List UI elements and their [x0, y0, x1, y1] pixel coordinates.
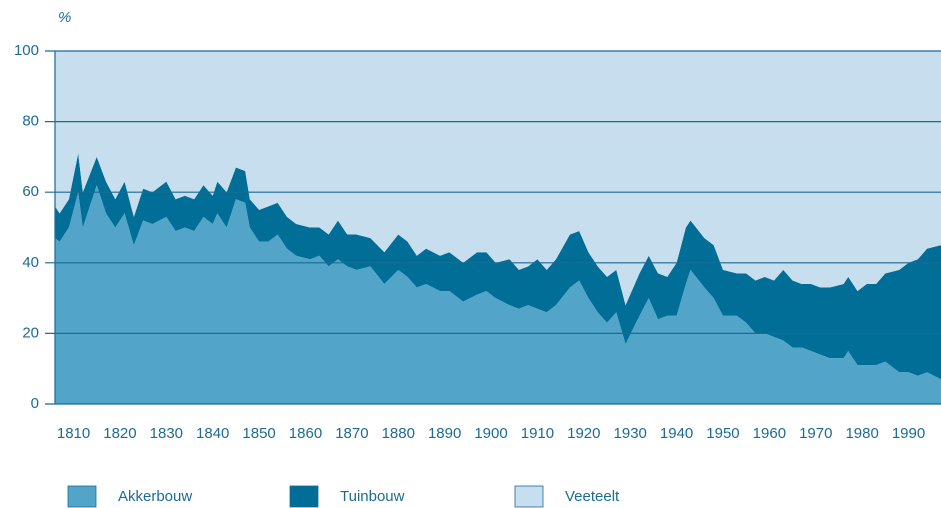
area: [55, 185, 941, 404]
y-tick-label: 20: [22, 324, 39, 341]
legend-swatch: [67, 485, 97, 508]
x-tick-label: 1940: [660, 425, 693, 442]
x-tick-label: 1920: [567, 425, 600, 442]
x-tick-label: 1960: [753, 425, 786, 442]
legend-label: Veeteelt: [565, 488, 620, 505]
x-tick-label: 1820: [103, 425, 136, 442]
x-tick-label: 1890: [428, 425, 461, 442]
y-tick-label: 80: [22, 113, 39, 130]
x-tick-label: 1950: [706, 425, 739, 442]
x-tick-label: 1900: [474, 425, 507, 442]
legend-swatch: [514, 485, 544, 508]
legend-label: Akkerbouw: [118, 488, 192, 505]
x-tick-label: 1930: [614, 425, 647, 442]
x-tick-label: 1970: [799, 425, 832, 442]
x-tick-label: 1810: [57, 425, 90, 442]
x-tick-label: 1850: [242, 425, 275, 442]
y-tick-label: 100: [14, 42, 39, 59]
x-tick-label: 1840: [196, 425, 229, 442]
legend-label: Tuinbouw: [340, 488, 405, 505]
x-tick-label: 1910: [521, 425, 554, 442]
y-axis-label: %: [58, 9, 71, 26]
y-tick-label: 0: [31, 395, 39, 412]
x-tick-label: 1980: [845, 425, 878, 442]
y-tick-label: 60: [22, 183, 39, 200]
x-tick-label: 1830: [150, 425, 183, 442]
area: [55, 51, 941, 306]
y-tick-label: 40: [22, 254, 39, 271]
legend-swatch: [289, 485, 319, 508]
x-tick-label: 1990: [892, 425, 925, 442]
x-tick-label: 1860: [289, 425, 322, 442]
area: [55, 153, 941, 380]
x-tick-label: 1870: [335, 425, 368, 442]
x-tick-label: 1880: [382, 425, 415, 442]
